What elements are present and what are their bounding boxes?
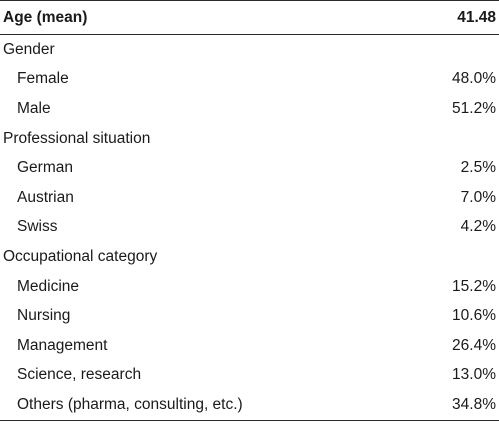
row-value: 51.2%: [452, 99, 496, 117]
row-label: Male: [17, 99, 51, 117]
row-label: Female: [17, 70, 69, 88]
group-row-professional-situation: Professional situation: [0, 124, 499, 154]
row-value: 2.5%: [460, 159, 496, 177]
table-row: Female 48.0%: [0, 65, 499, 95]
row-value: 26.4%: [452, 336, 496, 354]
header-label: Age (mean): [3, 8, 88, 26]
group-title: Professional situation: [3, 129, 151, 147]
group-title: Gender: [3, 40, 55, 58]
group-row-occupational-category: Occupational category: [0, 242, 499, 272]
table-row: Austrian 7.0%: [0, 183, 499, 213]
row-label: Others (pharma, consulting, etc.): [17, 395, 243, 413]
row-value: 15.2%: [452, 277, 496, 295]
header-value: 41.48: [457, 8, 496, 26]
table-row: Male 51.2%: [0, 94, 499, 124]
table-header-row: Age (mean) 41.48: [0, 1, 499, 34]
row-label: Swiss: [17, 218, 58, 236]
group-row-gender: Gender: [0, 35, 499, 65]
table-row: Science, research 13.0%: [0, 361, 499, 391]
row-label: Medicine: [17, 277, 80, 295]
table-row: Medicine 15.2%: [0, 272, 499, 302]
row-value: 34.8%: [452, 395, 496, 413]
top-rule: [0, 0, 499, 1]
row-value: 7.0%: [460, 188, 496, 206]
row-label: Management: [17, 336, 108, 354]
row-value: 13.0%: [452, 366, 496, 384]
row-value: 48.0%: [452, 70, 496, 88]
row-label: Science, research: [17, 366, 142, 384]
table-row: Nursing 10.6%: [0, 301, 499, 331]
header-rule: [0, 34, 499, 35]
table-row: Swiss 4.2%: [0, 213, 499, 243]
row-label: German: [17, 159, 73, 177]
row-label: Austrian: [17, 188, 74, 206]
bottom-rule: [0, 419, 499, 421]
table-row: Management 26.4%: [0, 331, 499, 361]
table-row: Others (pharma, consulting, etc.) 34.8%: [0, 390, 499, 420]
table-row: German 2.5%: [0, 153, 499, 183]
row-value: 10.6%: [452, 307, 496, 325]
row-value: 4.2%: [460, 218, 496, 236]
row-label: Nursing: [17, 307, 71, 325]
group-title: Occupational category: [3, 247, 158, 265]
